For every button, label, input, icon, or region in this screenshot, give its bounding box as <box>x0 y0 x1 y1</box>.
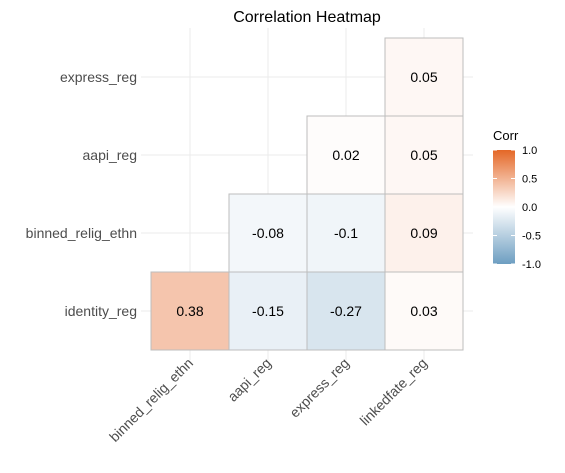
cell-value-label: -0.27 <box>330 303 362 319</box>
legend-title: Corr <box>493 128 519 143</box>
cell-value-label: 0.03 <box>410 303 437 319</box>
x-tick-label: express_reg <box>286 355 352 421</box>
cell-value-labels: 0.38 -0.15 -0.27 0.03 -0.08 -0.1 0.09 0.02 0.05 0… <box>176 69 437 319</box>
cell-value-label: 0.05 <box>410 147 437 163</box>
heatmap-cell <box>384 37 464 117</box>
y-tick-label: binned_relig_ethn <box>26 225 137 241</box>
y-tick-label: aapi_reg <box>83 147 138 163</box>
color-legend: Corr 1.0 0.5 0.0 -0.5 -1.0 <box>493 128 541 271</box>
cell-value-label: -0.1 <box>334 225 358 241</box>
cell-value-label: 0.02 <box>332 147 359 163</box>
chart-title: Correlation Heatmap <box>233 9 381 26</box>
cell-value-label: -0.15 <box>252 303 284 319</box>
heatmap-cell <box>384 115 464 195</box>
x-axis-tick-labels: binned_relig_ethn aapi_reg express_reg link… <box>106 355 430 445</box>
heatmap-cell <box>384 271 464 351</box>
y-tick-label: identity_reg <box>65 303 137 319</box>
x-tick-label: binned_relig_ethn <box>106 355 196 445</box>
y-tick-label: express_reg <box>60 69 137 85</box>
heatmap-cell <box>306 115 386 195</box>
heatmap-cells <box>150 37 464 351</box>
y-axis-tick-labels: identity_reg binned_relig_ethn aapi_reg exp… <box>26 69 137 319</box>
cell-value-label: 0.05 <box>410 69 437 85</box>
heatmap-cell <box>150 271 230 351</box>
legend-tick-label: -0.5 <box>522 231 541 243</box>
legend-tick-label: -1.0 <box>522 259 541 271</box>
cell-value-label: 0.09 <box>410 225 437 241</box>
legend-colorbar <box>493 150 515 264</box>
x-tick-label: aapi_reg <box>224 355 274 405</box>
legend-tick-label: 0.0 <box>522 202 537 214</box>
legend-tick-label: 1.0 <box>522 145 537 157</box>
legend-tick-label: 0.5 <box>522 174 537 186</box>
cell-value-label: -0.08 <box>252 225 284 241</box>
heatmap-cell <box>228 271 308 351</box>
x-tick-label: linkedfate_reg <box>357 355 431 429</box>
cell-value-label: 0.38 <box>176 303 203 319</box>
